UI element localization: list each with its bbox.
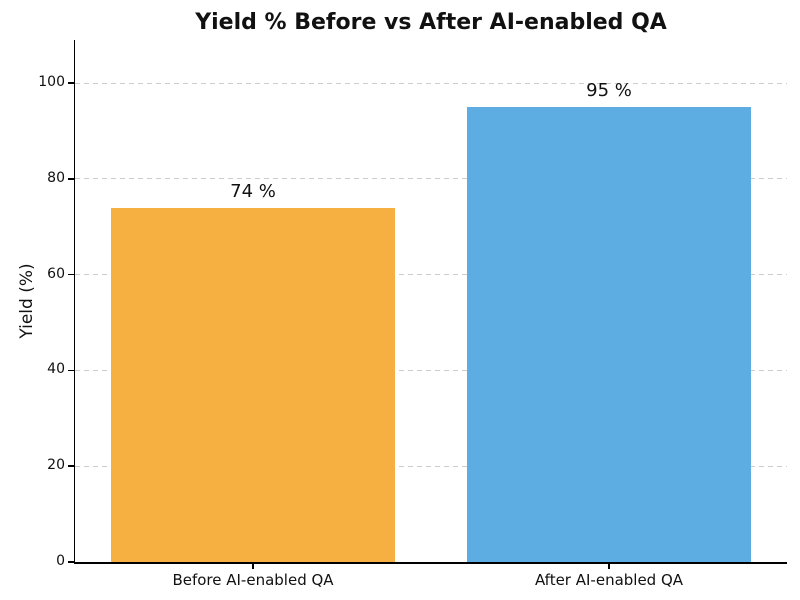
y-tick-mark	[68, 273, 75, 276]
bar-value-label: 74 %	[230, 180, 276, 202]
x-tick-label: Before AI-enabled QA	[172, 571, 334, 589]
gridline	[75, 178, 787, 180]
chart-title: Yield % Before vs After AI-enabled QA	[195, 10, 667, 35]
bar-before	[110, 207, 396, 562]
y-tick-mark	[68, 82, 75, 84]
y-tick-mark	[68, 465, 75, 467]
gridline	[75, 369, 787, 371]
y-tick-label: 60	[47, 265, 65, 282]
bar-after	[466, 107, 752, 562]
gridline	[75, 82, 787, 84]
gridline	[75, 465, 787, 467]
x-tick-mark	[252, 564, 254, 569]
y-tick-label: 0	[56, 553, 65, 569]
x-axis-spine	[73, 562, 787, 564]
y-tick-label: 80	[47, 169, 65, 186]
y-axis-spine	[73, 40, 75, 564]
y-tick-label: 100	[38, 74, 65, 91]
y-tick-label: 40	[47, 361, 65, 378]
gridline	[75, 274, 787, 276]
y-tick-mark	[68, 369, 75, 372]
x-tick-label: After AI-enabled QA	[534, 571, 684, 589]
y-tick-label: 20	[47, 457, 65, 474]
plot-area: 74 % 95 % 0 20 40 60 80 100 Before AI-enabled …	[38, 40, 787, 589]
bar-value-label: 95 %	[586, 80, 632, 102]
x-tick-mark	[608, 564, 610, 569]
y-tick-mark	[68, 561, 75, 563]
y-tick-mark	[68, 178, 75, 180]
